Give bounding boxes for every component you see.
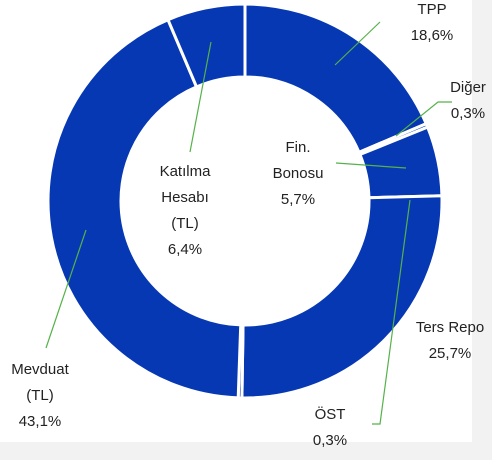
category-label-line: (TL) (171, 215, 199, 232)
category-label-line: TPP (417, 1, 446, 18)
leader-line (45, 229, 87, 349)
category-label-line: Hesabı (161, 189, 209, 206)
value-label: 6,4% (168, 241, 202, 258)
category-label: Ters Repo (416, 319, 484, 336)
value-label: 18,6% (411, 27, 454, 44)
category-label: Diğer (450, 79, 486, 96)
category-label: TPP (417, 1, 446, 18)
category-label-line: Bonosu (273, 165, 324, 182)
category-label-line: Diğer (450, 79, 486, 96)
category-label-line: Fin. (285, 139, 310, 156)
value-label: 25,7% (429, 345, 472, 362)
category-label: Fin. Bonosu (273, 139, 324, 182)
category-label-line: (TL) (26, 387, 54, 404)
donut-segment (166, 2, 247, 89)
leader-line (189, 41, 212, 153)
leader-line (395, 101, 452, 137)
value-label: 5,7% (281, 191, 315, 208)
value-label: 0,3% (313, 432, 347, 449)
category-label-line: Ters Repo (416, 319, 484, 336)
category-label-line: Mevduat (11, 361, 69, 378)
donut-segment (240, 194, 444, 400)
category-label: Katılma Hesabı (TL) (160, 163, 212, 232)
value-label: 0,3% (451, 105, 485, 122)
leader-line (334, 21, 381, 66)
value-label: 43,1% (19, 413, 62, 430)
leader-line (372, 199, 411, 425)
category-label-line: Katılma (160, 163, 212, 180)
category-label-line: ÖST (315, 405, 346, 423)
leader-line (335, 162, 407, 169)
category-label: ÖST (315, 405, 346, 423)
donut-segment (46, 17, 243, 400)
category-label: Mevduat (TL) (11, 361, 69, 404)
